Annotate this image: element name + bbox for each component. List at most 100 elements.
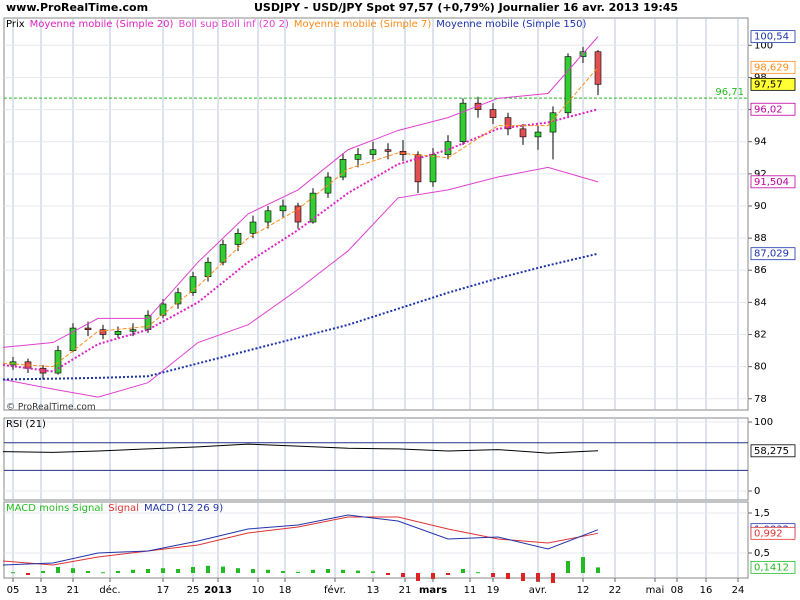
series-line xyxy=(2,36,599,348)
candle-body xyxy=(84,327,92,330)
histogram-bar xyxy=(11,572,15,574)
legend-entry: Moyenne mobile (Simple 7) xyxy=(294,19,432,30)
price-label-box xyxy=(750,526,796,540)
x-tick-label: 12 xyxy=(577,585,590,596)
y-tick-label: 92 xyxy=(754,169,767,180)
series-line xyxy=(2,108,599,373)
candle-body xyxy=(504,117,512,130)
y-tick-label: 78 xyxy=(754,394,767,405)
histogram-bar xyxy=(176,569,180,573)
candle-body xyxy=(219,244,227,263)
x-tick-label: 16 xyxy=(700,585,713,596)
y-tick-label: 0,5 xyxy=(754,548,770,559)
histogram-bar xyxy=(431,573,435,579)
title: USDJPY - USD/JPY Spot 97,57 (+0,79%) Jou… xyxy=(254,1,678,14)
histogram-bar xyxy=(26,573,30,575)
y-tick-label: 90 xyxy=(754,201,767,212)
price-label: 0,1412 xyxy=(754,562,789,573)
series-line xyxy=(2,66,599,368)
candle-body xyxy=(294,205,302,223)
legend-entry: MACD (12 26 9) xyxy=(144,503,223,514)
histogram-bar xyxy=(581,557,585,573)
candle-body xyxy=(114,330,122,335)
y-tick-label: 0 xyxy=(754,486,760,497)
candle-body xyxy=(54,350,62,374)
price-label: 97,57 xyxy=(754,79,783,90)
histogram-bar xyxy=(596,567,600,573)
candle-body xyxy=(189,276,197,294)
price-label: 87,029 xyxy=(754,249,789,260)
candle-body xyxy=(534,131,542,138)
series-line xyxy=(2,443,599,454)
candle-body xyxy=(144,314,152,330)
candle-body xyxy=(264,210,272,223)
histogram-bar xyxy=(551,573,555,583)
x-tick-label: 24 xyxy=(732,585,745,596)
y-tick-label: 1,5 xyxy=(754,508,770,519)
price-label: 91,504 xyxy=(754,177,789,188)
x-tick-label: 18 xyxy=(279,585,292,596)
candle-body xyxy=(414,154,422,183)
histogram-bar xyxy=(341,569,345,573)
price-label-box xyxy=(750,560,796,574)
candle-body xyxy=(444,141,452,155)
y-tick-label: 88 xyxy=(754,233,767,244)
histogram-bar xyxy=(491,573,495,577)
x-tick-label: 19 xyxy=(487,585,500,596)
x-tick-label: 13 xyxy=(35,585,48,596)
histogram-bar xyxy=(401,573,405,577)
candle-body xyxy=(594,51,602,85)
histogram-bar xyxy=(191,567,195,573)
series-line xyxy=(2,516,599,566)
price-label: 100,54 xyxy=(754,32,789,43)
x-tick-label: déc. xyxy=(99,584,120,596)
price-label: 58,275 xyxy=(754,446,789,457)
histogram-bar xyxy=(566,561,570,573)
candle-body xyxy=(99,329,107,335)
candle-body xyxy=(354,154,362,160)
histogram-bar xyxy=(506,573,510,579)
price-label-box xyxy=(750,444,796,458)
candle-body xyxy=(519,128,527,138)
y-tick-label: 86 xyxy=(754,265,767,276)
legend-entry: Moyenne mobile (Simple 150) xyxy=(436,19,586,30)
series-line xyxy=(2,252,599,381)
histogram-bar xyxy=(266,569,270,573)
candle-body xyxy=(174,292,182,305)
candle-body xyxy=(549,112,557,133)
x-tick-label: 08 xyxy=(671,585,684,596)
candle-body xyxy=(459,102,467,143)
legend-entry: Signal xyxy=(108,503,139,514)
price-label-box xyxy=(750,247,796,261)
x-tick-label: avr. xyxy=(529,585,547,596)
histogram-bar xyxy=(446,573,450,575)
x-tick-label: 11 xyxy=(464,585,477,596)
legend-entry: Moyenne mobile (Simple 20) xyxy=(30,19,174,30)
histogram-bar xyxy=(311,569,315,573)
x-tick-label: mars xyxy=(419,585,447,596)
y-tick-label: 100 xyxy=(754,417,773,428)
panel xyxy=(3,417,749,501)
histogram-bar xyxy=(326,569,330,573)
panel xyxy=(3,17,749,411)
panel xyxy=(3,501,749,579)
histogram-bar xyxy=(221,566,225,573)
candle-body xyxy=(369,149,377,155)
candle-body xyxy=(129,329,137,332)
histogram-bar xyxy=(521,573,525,581)
price-label-box xyxy=(750,102,796,116)
histogram-bar xyxy=(371,571,375,573)
x-tick-label: mai xyxy=(646,585,665,596)
x-tick-label: 21 xyxy=(399,585,412,596)
x-tick-label: 21 xyxy=(67,585,80,596)
histogram-bar xyxy=(236,568,240,573)
y-tick-label: 80 xyxy=(754,362,767,373)
histogram-bar xyxy=(146,569,150,573)
candle-body xyxy=(234,232,242,245)
y-tick-label: 82 xyxy=(754,329,767,340)
reference-label: 96,71 xyxy=(715,87,744,98)
histogram-bar xyxy=(386,573,390,575)
candle-body xyxy=(159,303,167,316)
histogram-bar xyxy=(41,571,45,573)
